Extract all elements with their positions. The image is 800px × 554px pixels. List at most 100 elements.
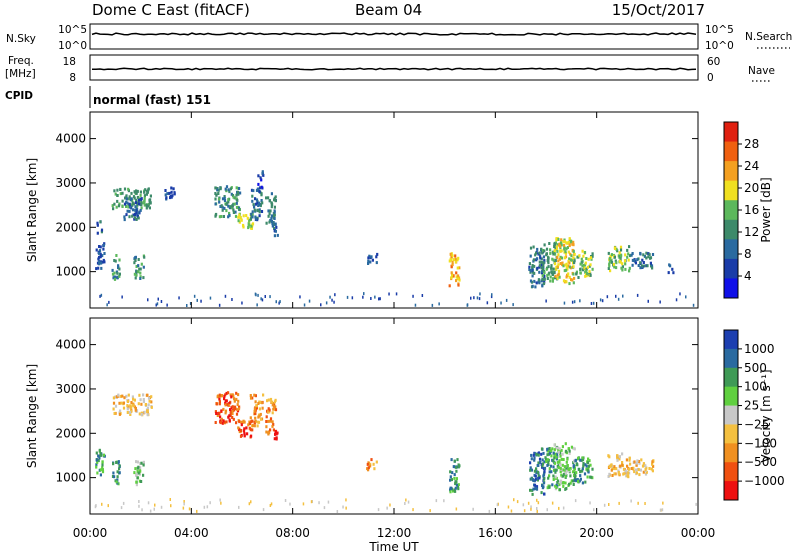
cell-0-9: [252, 189, 255, 193]
cell-1-13: [555, 486, 558, 489]
cell-1-11: [529, 468, 532, 472]
cell-0-3: [134, 255, 137, 259]
cell-0-5: [131, 214, 134, 218]
cell-0-10: [268, 212, 271, 216]
cell-0-17: [570, 278, 573, 282]
cell-0-3: [135, 270, 138, 273]
cell-1-10: [458, 464, 461, 468]
cell-1-15: [626, 474, 629, 478]
cell-1-12: [552, 465, 555, 469]
ground-scatter: [431, 303, 434, 307]
cell-1-6: [254, 400, 257, 404]
cell-1-14: [580, 458, 583, 462]
cell-0-21: [667, 271, 670, 275]
cell-0-13: [375, 261, 378, 265]
cell-1-12: [548, 467, 551, 471]
cell-0-0: [98, 255, 101, 259]
cell-1-12: [550, 470, 553, 474]
cell-1-11: [531, 488, 534, 492]
cell-0-9: [254, 215, 257, 219]
cell-0-0: [101, 254, 104, 258]
cell-0-12: [258, 186, 262, 190]
cell-0-4: [128, 195, 131, 199]
ground-scatter: [536, 498, 538, 502]
cell-0-8: [251, 222, 255, 226]
cell-1-6: [254, 419, 257, 423]
cell-1-11: [543, 460, 546, 464]
cell-1-3: [128, 410, 132, 414]
cell-1-7: [266, 399, 269, 403]
cell-1-14: [591, 467, 594, 471]
cell-1-12: [547, 476, 550, 480]
cell-0-15: [540, 247, 543, 251]
cell-1-8: [273, 437, 276, 441]
ground-scatter: [537, 501, 540, 505]
ground-scatter: [389, 503, 391, 507]
cell-1-16: [635, 461, 638, 465]
cell-1-15: [622, 467, 626, 471]
cell-1-12: [547, 458, 550, 462]
cell-0-15: [529, 246, 533, 250]
cell-1-6: [254, 416, 257, 420]
cell-0-20: [633, 259, 636, 263]
ground-scatter: [254, 292, 257, 296]
cell-0-19: [609, 269, 612, 273]
colorbar-tick-label: 100: [744, 380, 767, 394]
cell-1-0: [101, 470, 105, 474]
cell-0-19: [608, 264, 611, 268]
cell-0-5: [125, 213, 128, 217]
cell-1-5: [246, 432, 249, 436]
cell-1-8: [274, 430, 277, 433]
ground-scatter: [284, 499, 287, 502]
cell-1-6: [258, 407, 261, 411]
cell-0-7: [214, 186, 217, 190]
cell-1-16: [642, 470, 645, 474]
ground-scatter: [193, 294, 196, 298]
cell-0-12: [258, 190, 261, 194]
cell-1-13: [566, 457, 569, 461]
ground-scatter: [618, 501, 620, 505]
cell-1-4: [235, 391, 238, 395]
cell-1-13: [562, 481, 565, 485]
cell-0-14: [448, 259, 451, 263]
cell-0-5: [128, 209, 131, 213]
cell-0-0: [99, 245, 102, 249]
cell-1-13: [560, 448, 563, 452]
sky-left-tick-bottom: 10^0: [58, 40, 87, 52]
cell-0-19: [619, 254, 623, 258]
cell-1-2: [138, 479, 141, 483]
ground-scatter: [370, 297, 372, 300]
cell-1-15: [611, 467, 614, 471]
cell-0-18: [591, 267, 594, 271]
ground-scatter: [308, 299, 311, 303]
cell-1-14: [585, 467, 588, 471]
cell-0-16: [548, 242, 551, 245]
cell-1-15: [628, 458, 631, 462]
cell-1-4: [230, 395, 233, 399]
cell-0-17: [565, 241, 568, 245]
cell-1-11: [530, 453, 533, 457]
cell-1-5: [250, 434, 253, 438]
cell-1-15: [613, 472, 616, 476]
cell-0-7: [229, 205, 232, 209]
cell-1-3: [140, 402, 143, 406]
ground-scatter: [622, 294, 624, 298]
cell-1-16: [635, 463, 638, 467]
cell-1-16: [633, 470, 636, 474]
cell-1-4: [223, 397, 226, 401]
ground-scatter: [100, 293, 103, 297]
ground-scatter: [331, 298, 333, 302]
cell-1-1: [116, 475, 119, 479]
x-tick-label: 20:00: [579, 526, 614, 540]
ground-scatter: [256, 303, 258, 307]
cell-0-18: [585, 267, 588, 271]
cell-0-3: [137, 264, 140, 268]
cell-1-14: [587, 457, 590, 461]
ground-scatter: [248, 502, 251, 506]
cell-1-15: [616, 454, 619, 458]
cell-0-17: [569, 258, 573, 262]
ground-scatter: [546, 508, 548, 512]
cell-1-16: [638, 461, 641, 465]
cell-0-18: [589, 256, 592, 260]
